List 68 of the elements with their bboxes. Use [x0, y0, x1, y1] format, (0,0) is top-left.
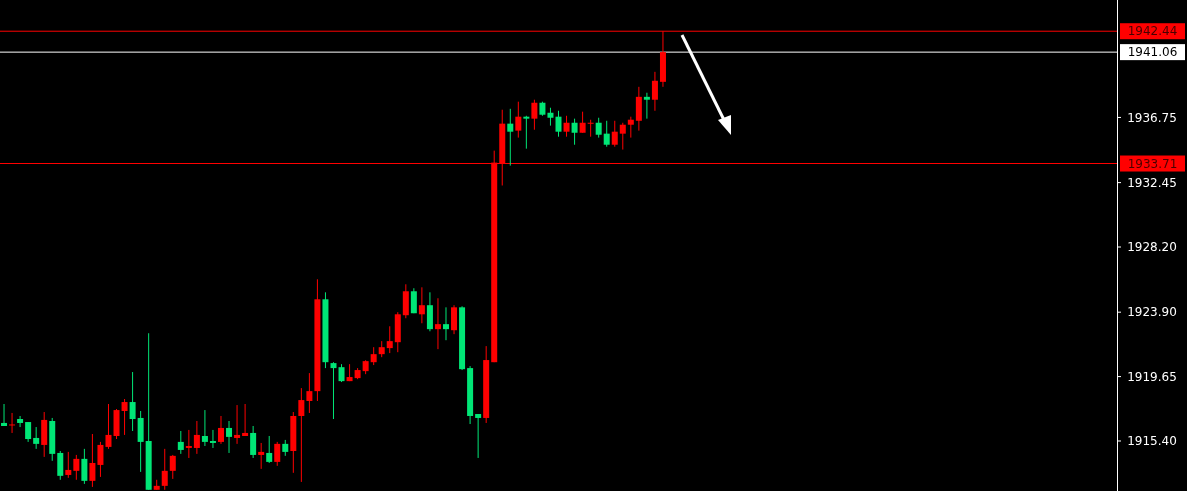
candlestick	[579, 111, 586, 134]
candlestick	[217, 415, 224, 445]
candlestick	[523, 115, 530, 150]
y-tick-label: 1919.65	[1127, 369, 1177, 384]
y-tick-label: 1936.75	[1127, 110, 1177, 125]
candlestick	[402, 283, 409, 319]
candlestick	[651, 71, 658, 112]
candlestick	[121, 398, 128, 436]
candlestick	[57, 450, 64, 481]
candlestick	[137, 410, 144, 473]
candlestick	[555, 110, 562, 138]
candlestick	[65, 451, 72, 479]
candlestick	[258, 442, 265, 470]
candlestick	[507, 108, 514, 167]
candlestick	[201, 409, 208, 447]
y-tick-label: 1923.90	[1127, 305, 1177, 320]
candlestick	[515, 101, 522, 139]
candlestick	[627, 116, 634, 139]
candlestick	[571, 118, 578, 146]
candlestick	[410, 287, 417, 314]
candlestick	[603, 120, 610, 148]
candlestick	[105, 403, 112, 450]
candlestick	[643, 92, 650, 120]
candlestick	[434, 297, 441, 350]
candlestick	[177, 430, 184, 455]
candlestick	[619, 122, 626, 151]
candlestick	[611, 120, 618, 148]
candlestick	[185, 429, 192, 459]
y-tick-label: 1915.40	[1127, 434, 1177, 449]
candlestick	[33, 426, 40, 450]
candlestick	[386, 325, 393, 354]
candlestick	[234, 404, 241, 445]
candlestick	[17, 415, 24, 428]
candlestick	[587, 119, 594, 138]
candlestick	[563, 115, 570, 138]
candlestick	[169, 454, 176, 480]
candlestick	[635, 86, 642, 132]
candlestick	[89, 433, 96, 488]
ref-line-label: 1941.06	[1127, 45, 1178, 60]
candlestick	[595, 117, 602, 139]
candlestick	[97, 441, 104, 478]
y-tick-label: 1928.20	[1127, 240, 1177, 255]
candlestick	[451, 304, 458, 335]
ref-line-label: 1942.44	[1127, 24, 1178, 39]
candlestick	[9, 412, 16, 434]
candlestick	[306, 372, 313, 414]
candlestick	[129, 371, 136, 432]
candlestick	[81, 448, 88, 485]
candlestick	[475, 413, 482, 459]
candlestick	[531, 99, 538, 131]
y-tick-label: 1932.45	[1127, 175, 1177, 190]
candlestick	[418, 286, 425, 324]
ref-line-label: 1933.71	[1127, 156, 1178, 171]
candlestick	[25, 421, 32, 443]
candlestick	[226, 420, 233, 454]
candlestick	[443, 306, 449, 341]
candlestick	[242, 403, 249, 437]
candlestick	[298, 387, 305, 483]
candlestick	[1, 403, 8, 427]
candlestick	[73, 454, 80, 481]
candlestick	[250, 425, 257, 459]
candlestick	[426, 291, 433, 332]
candlestick	[274, 441, 281, 467]
candlestick	[266, 435, 273, 464]
candlestick	[193, 420, 200, 455]
candlestick	[161, 448, 168, 491]
candlestick	[209, 429, 216, 449]
candlestick	[330, 361, 337, 420]
